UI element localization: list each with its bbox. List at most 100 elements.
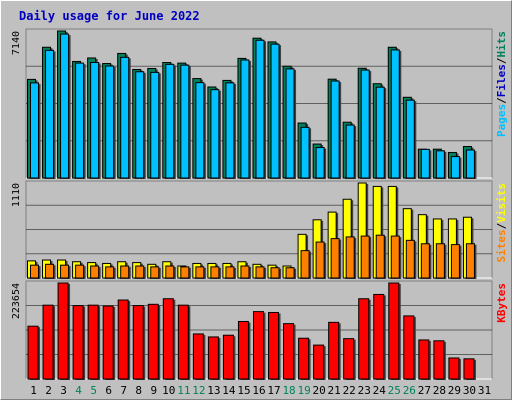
sites-bar [45, 263, 56, 279]
sites-bar [75, 264, 86, 279]
sites-bar [405, 239, 417, 279]
sites-bar [120, 265, 131, 279]
sites-bar [135, 265, 146, 279]
kbytes-bar [222, 334, 236, 380]
kbytes-bar [403, 315, 416, 380]
day-tick-label: 27 [418, 384, 431, 397]
files-bar [240, 59, 251, 179]
files-bar [120, 56, 131, 180]
day-tick-label: 11 [177, 384, 190, 397]
files-bar [360, 69, 372, 179]
legend-separator: / [495, 97, 508, 104]
files-bar [150, 71, 161, 179]
sites-bar [435, 243, 447, 279]
kbytes-bar [237, 320, 251, 380]
kbytes-bar [102, 305, 116, 380]
sites-bar [210, 266, 221, 279]
chart-title: Daily usage for June 2022 [19, 9, 200, 23]
sites-bar [420, 243, 432, 279]
files-bar [390, 49, 402, 179]
day-tick-label: 19 [297, 384, 310, 397]
kbytes-bar [418, 339, 431, 380]
kbytes-bar [177, 304, 191, 380]
day-tick-label: 4 [75, 384, 82, 397]
day-tick-label: 29 [448, 384, 461, 397]
kbytes-bar [132, 305, 146, 380]
kbytes-bar [162, 298, 176, 380]
panel-kbytes-legend: KBytes [495, 283, 508, 323]
sites-bar [300, 250, 312, 279]
files-bar [180, 64, 191, 179]
files-bar [75, 62, 86, 179]
files-bar [315, 147, 327, 179]
kbytes-bar [192, 333, 206, 380]
sites-bar [360, 235, 372, 279]
files-bar [300, 126, 312, 179]
sites-bar [255, 266, 266, 279]
day-tick-label: 31 [478, 384, 491, 397]
kbytes-bar [358, 298, 371, 380]
day-tick-label: 1 [30, 384, 37, 397]
panel-kbytes: 223654 KBytes [11, 280, 508, 380]
files-bar [165, 63, 176, 179]
sites-bar [180, 266, 191, 279]
day-tick-label: 15 [237, 384, 250, 397]
day-tick-label: 20 [313, 384, 326, 397]
sites-bar [375, 234, 387, 279]
kbytes-bar [72, 305, 86, 380]
day-tick-label: 22 [343, 384, 356, 397]
sites-bar [105, 266, 116, 279]
files-bar [435, 150, 447, 179]
day-tick-label: 10 [162, 384, 175, 397]
day-tick-label: 23 [358, 384, 371, 397]
sites-bar [30, 264, 41, 279]
sites-bar [315, 241, 327, 279]
kbytes-bar [388, 282, 401, 380]
legend-hits: Hits [495, 31, 508, 58]
legend-sites: Sites [495, 229, 508, 262]
files-bar [255, 39, 266, 179]
day-tick-label: 6 [105, 384, 112, 397]
sites-bar [285, 267, 297, 279]
sites-bar [225, 266, 236, 279]
day-tick-label: 16 [252, 384, 265, 397]
day-tick-label: 7 [120, 384, 127, 397]
files-bar [405, 99, 417, 179]
panel-visits-legend: Sites/Visits [495, 183, 508, 263]
sites-bar [165, 265, 176, 279]
kbytes-bar [42, 304, 56, 380]
kbytes-bar [433, 340, 446, 380]
day-tick-label: 14 [222, 384, 236, 397]
files-bar [225, 82, 236, 179]
legend-separator: / [495, 222, 508, 229]
files-bar [375, 86, 387, 179]
kbytes-bar [313, 344, 326, 380]
day-tick-label: 8 [135, 384, 142, 397]
panel-hits-legend: Pages/Files/Hits [495, 31, 508, 137]
kbytes-bar [448, 357, 461, 380]
day-tick-label: 26 [403, 384, 416, 397]
kbytes-bar [147, 303, 161, 380]
legend-files: Files [495, 64, 508, 97]
files-bar [105, 65, 116, 179]
sites-bar [90, 265, 101, 279]
kbytes-bar [373, 293, 386, 380]
panel-visits: 1110 Sites/Visits [11, 180, 508, 279]
panel-visits-max-label: 1110 [11, 183, 22, 207]
sites-bar [150, 266, 161, 279]
day-tick-label: 24 [373, 384, 387, 397]
sites-bar [465, 243, 477, 279]
day-tick-label: 12 [192, 384, 205, 397]
day-tick-label: 2 [45, 384, 52, 397]
panel-kbytes-max-label: 223654 [11, 283, 22, 319]
kbytes-bar [87, 304, 101, 380]
files-bar [195, 82, 206, 179]
files-bar [60, 33, 71, 180]
day-tick-label: 3 [60, 384, 67, 397]
legend-separator: / [495, 57, 508, 64]
day-tick-label: 17 [267, 384, 280, 397]
files-bar [450, 156, 462, 179]
files-bar [210, 89, 221, 179]
files-bar [30, 82, 41, 179]
